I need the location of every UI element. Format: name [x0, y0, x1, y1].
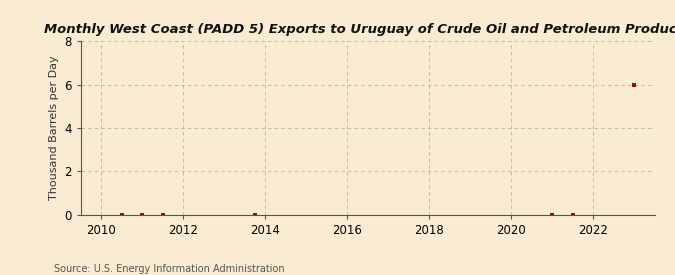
Title: Monthly West Coast (PADD 5) Exports to Uruguay of Crude Oil and Petroleum Produc: Monthly West Coast (PADD 5) Exports to U…	[45, 23, 675, 36]
Text: Source: U.S. Energy Information Administration: Source: U.S. Energy Information Administ…	[54, 264, 285, 274]
Y-axis label: Thousand Barrels per Day: Thousand Barrels per Day	[49, 56, 59, 200]
